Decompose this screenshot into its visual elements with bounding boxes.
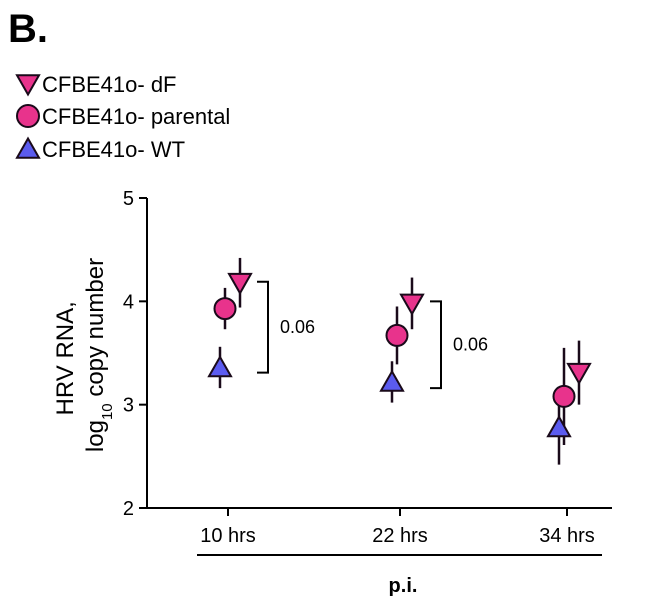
data-point-WT — [379, 369, 405, 392]
annotations: 0.06 0.06 — [257, 280, 488, 390]
significance-bracket — [430, 300, 442, 390]
data-point-dF — [566, 362, 592, 386]
data-point-WT — [207, 355, 233, 378]
legend-marker-dF — [15, 74, 41, 97]
data-point-parental — [213, 297, 237, 321]
data-point-dF — [399, 293, 425, 316]
legend-marker-WT — [15, 136, 41, 159]
panel-label: B. — [8, 7, 48, 51]
legend-item-dF: CFBE41o- dF — [15, 72, 177, 97]
p-value-label: 0.06 — [453, 335, 488, 355]
y-tick-label: 3 — [123, 395, 134, 417]
y-axis-title-subscript: 10 — [99, 403, 116, 420]
significance-bracket — [257, 280, 269, 374]
legend-label-dF: CFBE41o- dF — [42, 72, 177, 97]
legend-item-WT: CFBE41o- WT — [15, 136, 185, 162]
x-axis-title: p.i. — [389, 575, 418, 597]
y-tick-label: 4 — [123, 291, 134, 313]
legend-label-WT: CFBE41o- WT — [42, 137, 185, 162]
data-point-dF — [227, 272, 253, 296]
x-tick-label: 34 hrs — [539, 525, 595, 547]
y-tick-label: 2 — [123, 498, 134, 520]
data-point-WT — [546, 414, 572, 438]
y-axis-title-log: log — [82, 420, 109, 452]
axes: 2 3 4 5 10 hrs 22 hrs 34 hrs — [123, 188, 612, 556]
legend: CFBE41o- dF CFBE41o- parental CFBE41o- W… — [15, 72, 230, 162]
y-axis-title-rest: copy number — [82, 258, 109, 403]
data-marks — [207, 257, 592, 465]
y-axis-title-line1: HRV RNA, — [52, 301, 79, 415]
legend-label-parental: CFBE41o- parental — [42, 104, 230, 129]
p-value-label: 0.06 — [280, 317, 315, 337]
legend-marker-parental — [16, 104, 40, 128]
y-axis-title-text: HRV RNA, log10 copy number — [52, 258, 116, 452]
y-axis-title: HRV RNA, log10 copy number — [52, 258, 116, 452]
data-point-parental — [552, 384, 576, 408]
data-point-parental — [385, 323, 409, 347]
y-axis-title-line2: log10 copy number — [82, 258, 116, 452]
x-tick-label: 10 hrs — [200, 525, 256, 547]
x-tick-label: 22 hrs — [372, 525, 428, 547]
y-tick-label: 5 — [123, 188, 134, 210]
legend-item-parental: CFBE41o- parental — [16, 104, 230, 129]
